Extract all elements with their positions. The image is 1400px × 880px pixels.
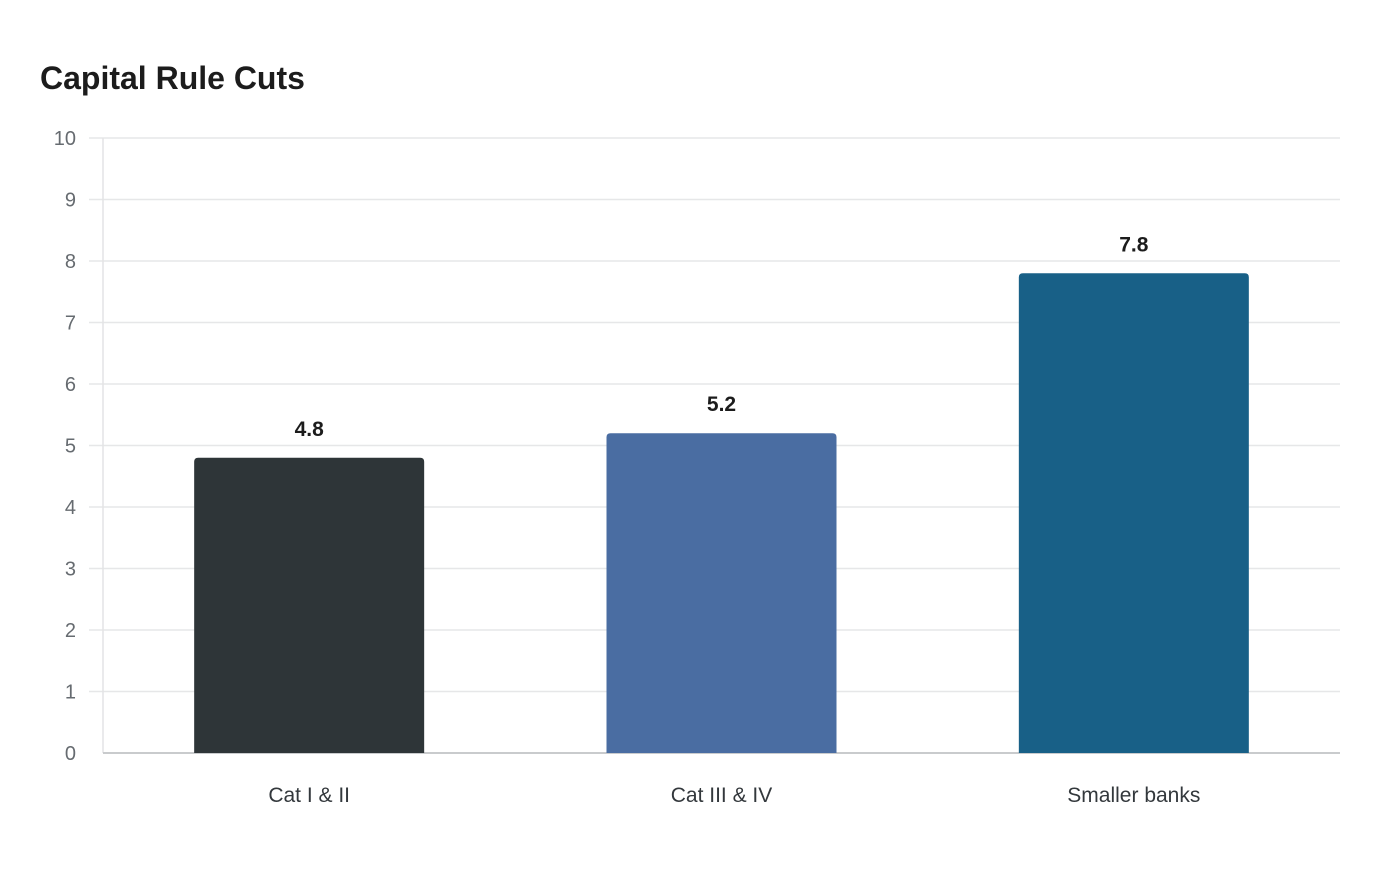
chart-title: Capital Rule Cuts: [40, 60, 305, 96]
x-category-label: Cat III & IV: [671, 784, 773, 807]
x-category-label: Cat I & II: [268, 784, 350, 807]
x-category-label: Smaller banks: [1067, 784, 1200, 807]
labels: 0 1 2 3 4 5 6 7 8 9 10 4.8 Cat I & II 5.2 Cat III & IV…: [54, 128, 1201, 807]
y-tick-label: 2: [65, 620, 76, 642]
bar-value-label: 5.2: [707, 393, 736, 416]
y-tick-label: 7: [65, 313, 76, 335]
y-tick-label: 3: [65, 559, 76, 581]
bar-value-label: 4.8: [295, 418, 325, 441]
y-tick-label: 8: [65, 251, 76, 273]
bar-3: [1018, 273, 1249, 753]
bar-2: [606, 433, 837, 753]
y-tick-label: 10: [54, 128, 76, 150]
y-tick-label: 0: [65, 743, 76, 765]
y-tick-label: 1: [65, 682, 76, 704]
bar-1: [194, 457, 425, 753]
y-tick-label: 5: [65, 436, 76, 458]
bars: [194, 273, 1249, 753]
y-tick-label: 6: [65, 374, 76, 396]
y-tick-label: 9: [65, 190, 76, 212]
y-tick-label: 4: [65, 497, 76, 519]
bar-value-label: 7.8: [1119, 233, 1149, 256]
